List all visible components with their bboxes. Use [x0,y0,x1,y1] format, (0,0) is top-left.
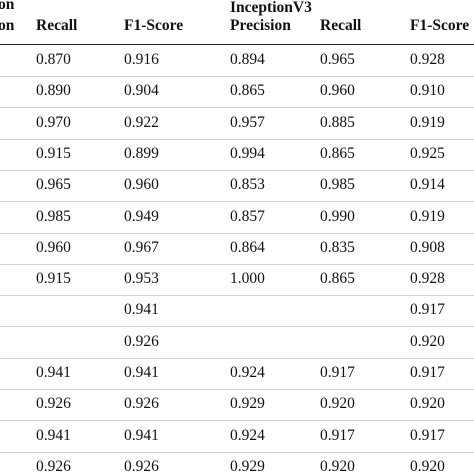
cell: 0.904 [124,82,159,100]
cell: 0.865 [320,144,355,162]
header-rule [0,44,474,45]
column-header: on [0,17,15,34]
cell: 0.835 [320,238,355,256]
cell: 0.890 [36,82,71,100]
row-rule [0,232,474,234]
cell: 0.985 [320,176,355,194]
cell: 0.965 [36,176,71,194]
cell: 0.917 [320,364,355,381]
row-rule [0,138,474,140]
row-rule [0,420,474,422]
cell: 0.926 [36,395,71,413]
cell: 0.885 [320,113,355,131]
cell: 0.941 [124,426,159,444]
column-header: Recall [320,17,362,34]
cell: 0.919 [410,207,445,225]
cell: 0.929 [230,457,265,474]
column-header: F1-Score [124,17,184,34]
row-rule [0,76,474,77]
cell: 0.920 [410,395,445,413]
cell: 0.960 [36,238,71,256]
cell: 0.920 [320,395,355,413]
cell: 0.970 [36,113,71,131]
cell: 0.865 [230,82,265,100]
cell: 0.917 [410,301,445,319]
cell: 0.894 [230,51,265,68]
cell: 0.960 [320,82,355,100]
cell: 0.929 [230,395,265,413]
cell: 0.924 [230,426,265,444]
cell: 0.920 [410,332,445,350]
row-rule [0,263,474,265]
cell: 0.926 [36,457,71,474]
cell: 0.965 [320,51,355,68]
cell: 0.926 [124,332,159,350]
cell: 0.864 [230,238,265,256]
cell: 0.915 [36,270,71,288]
cell: 0.922 [124,113,159,131]
cell: 0.853 [230,176,265,194]
cell: 0.870 [36,51,71,68]
cell: 0.917 [320,426,355,444]
column-header: F1-Score [410,17,470,34]
row-rule [0,451,474,453]
cell: 0.990 [320,207,355,225]
cell: 0.920 [410,457,445,474]
column-header: Recall [36,17,78,34]
cell: 0.994 [230,144,265,162]
cell: 0.926 [124,457,159,474]
cell: 0.941 [124,301,159,319]
cell: 0.914 [410,176,445,194]
cell: 0.919 [410,113,445,131]
cell: 0.908 [410,238,445,256]
cell: 0.917 [410,426,445,444]
cell: 1.000 [230,270,265,288]
cell: 0.928 [410,51,445,68]
cell: 0.925 [410,144,445,162]
cell: 0.926 [124,395,159,413]
cell: 0.941 [124,364,159,381]
group-header: on [0,0,15,13]
row-rule [0,107,474,109]
row-rule [0,389,474,390]
group-header: InceptionV3 [230,0,312,16]
cell: 0.915 [36,144,71,162]
row-rule [0,326,474,328]
cell: 0.949 [124,207,159,225]
cell: 0.957 [230,113,265,131]
cell: 0.967 [124,238,159,256]
cell: 0.924 [230,364,265,381]
cell: 0.917 [410,364,445,381]
column-header: Precision [230,17,291,34]
cell: 0.857 [230,207,265,225]
cell: 0.910 [410,82,445,100]
cell: 0.916 [124,51,159,68]
cell: 0.928 [410,270,445,288]
row-rule [0,201,474,203]
cell: 0.960 [124,176,159,194]
cell: 0.865 [320,270,355,288]
row-rule [0,357,474,359]
row-rule [0,169,474,171]
cell: 0.941 [36,426,71,444]
cell: 0.985 [36,207,71,225]
cell: 0.953 [124,270,159,288]
cell: 0.920 [320,457,355,474]
cell: 0.941 [36,364,71,381]
row-rule [0,295,474,297]
cell: 0.899 [124,144,159,162]
